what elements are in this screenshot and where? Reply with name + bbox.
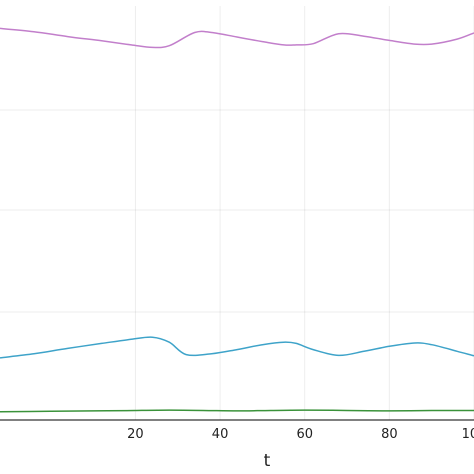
- series-line-1: [0, 27, 474, 49]
- x-tick-label-80: 80: [381, 427, 398, 442]
- series-group: [0, 27, 474, 413]
- series-line-3: [0, 409, 474, 413]
- x-axis-label: t: [264, 451, 271, 471]
- x-tick-label-40: 40: [212, 427, 229, 442]
- x-tick-label-60: 60: [296, 427, 313, 442]
- grid: [0, 6, 474, 420]
- x-tick-label-100: 100: [462, 427, 474, 442]
- series-line-2: [0, 336, 474, 359]
- x-tick-labels: 20 40 60 80 100: [127, 427, 474, 442]
- x-tick-label-20: 20: [127, 427, 144, 442]
